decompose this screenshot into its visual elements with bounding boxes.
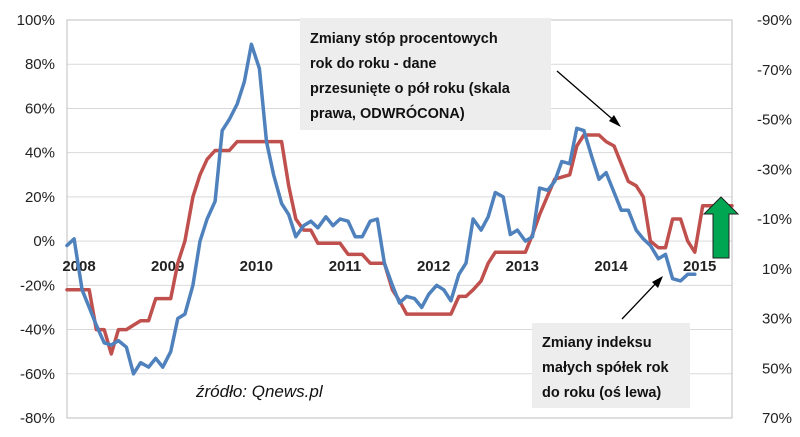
right-tick-label: -30% [757,161,792,178]
left-tick-label: 40% [25,145,55,162]
right-tick-label: 30% [762,311,792,328]
year-label: 2013 [506,258,539,275]
right-tick-label: 50% [762,360,792,377]
left-tick-label: -40% [20,322,55,339]
callout-index-box [532,323,690,408]
left-tick-label: 60% [25,100,55,117]
callout-rates-line-2: rok do roku - dane [310,56,437,72]
series-line-index [65,42,697,376]
right-tick-label: -10% [757,211,792,228]
year-label: 2015 [683,258,716,275]
year-label: 2010 [240,258,273,275]
callout-rates-line-3: przesunięte o pół roku (skala [310,81,511,97]
callout-index-line-1: Zmiany indeksu [542,335,652,351]
right-tick-label: 10% [762,261,792,278]
callout-index-line-2: małych spółek rok [542,360,669,376]
callout-index: Zmiany indeksu małych spółek rok do roku… [532,323,690,408]
left-tick-label: -60% [20,366,55,383]
year-label: 2014 [594,258,628,275]
callout-index-line-3: do roku (oś lewa) [542,385,661,401]
callout-rates-box [300,18,551,130]
right-tick-label: -90% [757,12,792,29]
right-tick-label: 70% [762,410,792,427]
left-tick-label: -20% [20,277,55,294]
series-lines [65,42,734,376]
up-arrow-icon [702,196,740,259]
callout-rates: Zmiany stóp procentowych rok do roku - d… [300,18,551,130]
callout-rates-line-1: Zmiany stóp procentowych [310,31,498,47]
right-axis-ticks: -90% -70% -50% -30% -10% 10% 30% 50% 70% [757,12,792,427]
left-tick-label: -80% [20,410,55,427]
callout-rates-pointer [556,70,621,127]
right-tick-label: -70% [757,62,792,79]
year-label: 2011 [329,258,362,275]
left-tick-label: 80% [25,56,55,73]
year-labels: 2008 2009 2010 2011 2012 2013 2014 2015 [62,258,716,275]
left-axis-ticks: 100% 80% 60% 40% 20% 0% -20% -40% -60% -80% [17,12,55,427]
callout-rates-line-4: prawa, ODWRÓCONA) [310,104,465,122]
left-tick-label: 0% [33,233,55,250]
left-tick-label: 20% [25,189,55,206]
year-label: 2012 [417,258,450,275]
source-label: źródło: Qnews.pl [195,382,324,401]
right-tick-label: -50% [757,112,792,129]
left-tick-label: 100% [17,12,55,29]
callout-index-pointer [621,276,663,320]
